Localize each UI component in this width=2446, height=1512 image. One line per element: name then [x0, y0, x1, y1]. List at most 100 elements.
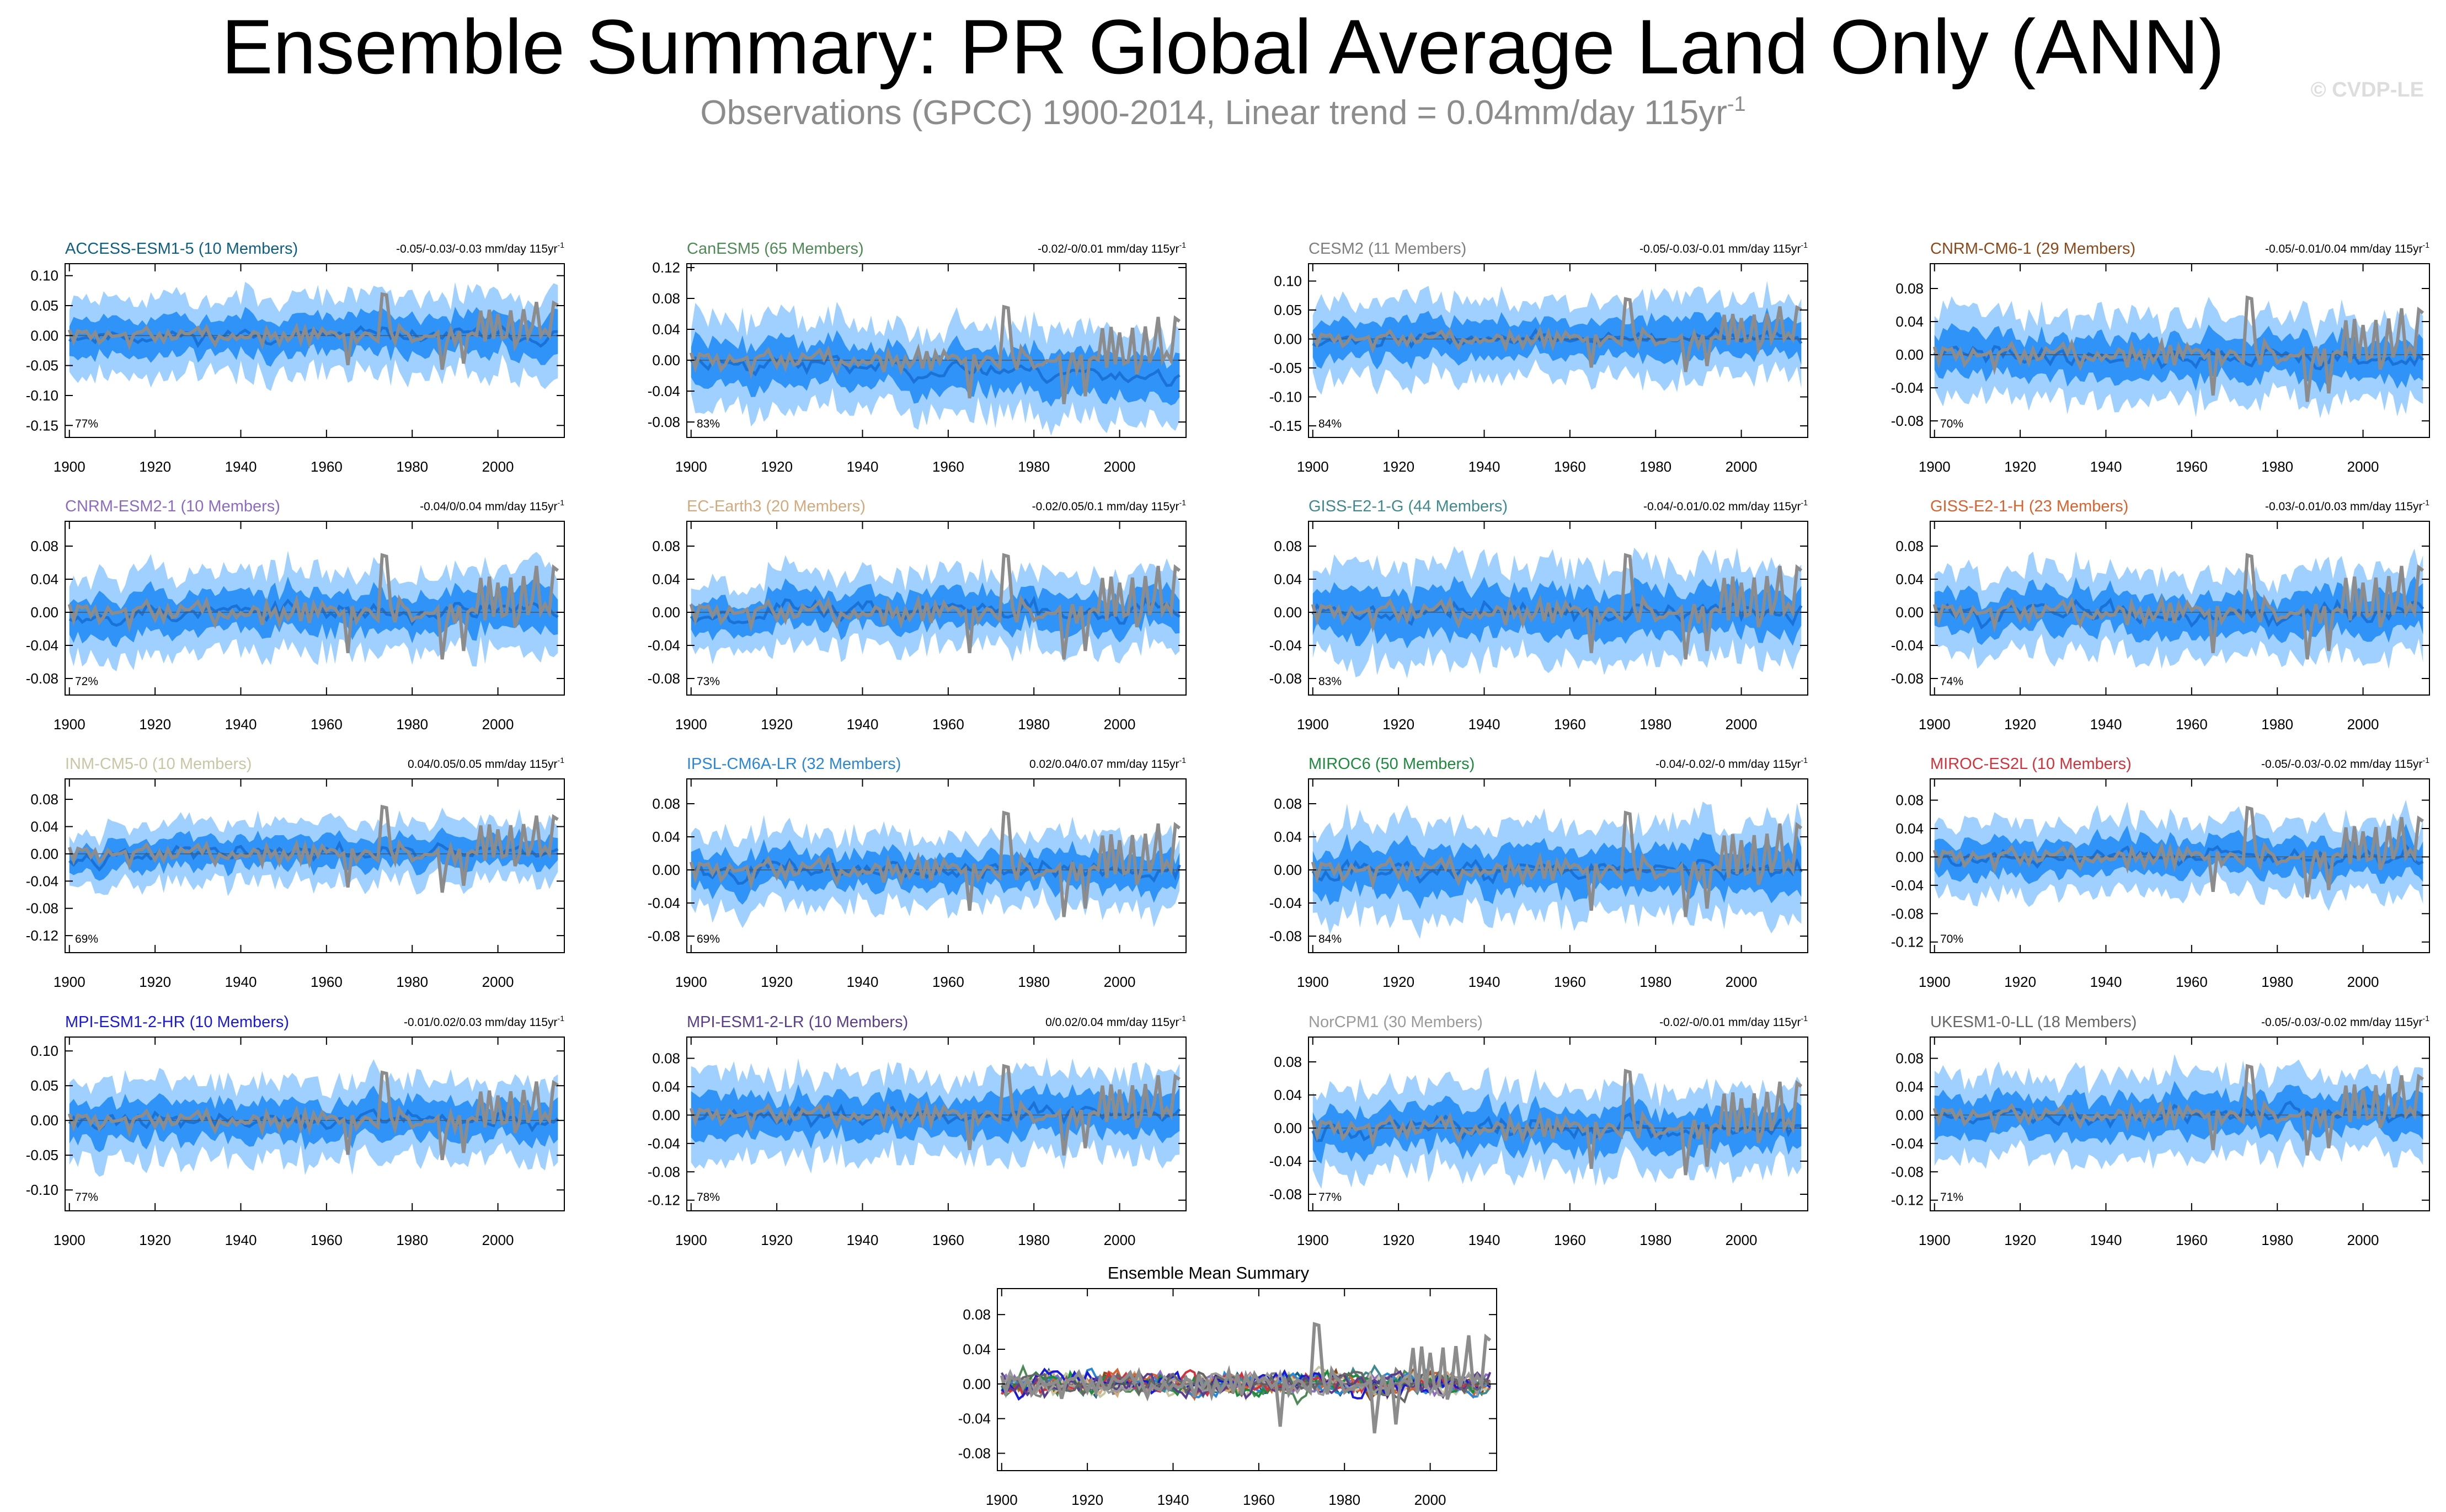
- panel-trend-exponent: -1: [1801, 241, 1808, 249]
- panel-frame: [1308, 778, 1808, 953]
- ytick-label: 0.04: [652, 1078, 680, 1095]
- xtick-label: 1900: [675, 716, 707, 733]
- ytick-label: -0.04: [1269, 1153, 1302, 1169]
- band-inner: [69, 307, 558, 367]
- observations-line: [67, 1070, 559, 1161]
- ytick-label: -0.08: [1269, 928, 1302, 944]
- band-inner: [1312, 832, 1802, 909]
- ytick-label: 0.00: [1895, 848, 1924, 865]
- ytick-label: -0.08: [958, 1445, 991, 1462]
- panel-percent: 77%: [75, 418, 98, 430]
- panel-title: EC-Earth3 (20 Members): [687, 498, 866, 515]
- panel-10: MIROC6 (50 Members) -0.04/-0.02/-0 mm/day…: [1269, 755, 1808, 990]
- xtick-label: 1920: [1071, 1492, 1103, 1508]
- ytick-label: 0.08: [1895, 792, 1924, 809]
- ytick-label: 0.00: [1895, 1107, 1924, 1123]
- xtick-label: 1920: [139, 1232, 171, 1248]
- xtick-label: 1920: [761, 716, 793, 733]
- ytick-label: 0.00: [963, 1376, 991, 1392]
- ytick-label: 0.00: [652, 352, 680, 368]
- xtick-label: 1940: [225, 458, 257, 475]
- xtick-label: 1920: [139, 716, 171, 733]
- panel-percent: 72%: [75, 675, 98, 688]
- observations-line: [67, 292, 559, 370]
- ytick-label: 0.08: [652, 538, 680, 554]
- xtick-label: 1980: [1018, 716, 1050, 733]
- ytick-label: -0.08: [1891, 905, 1924, 922]
- panel-trend-text: -0.02/-0/0.01 mm/day 115yr: [1659, 1016, 1801, 1029]
- xtick-label: 1980: [1639, 974, 1671, 990]
- ytick-label: 0.08: [30, 791, 58, 808]
- xtick-label: 1980: [1328, 1492, 1360, 1508]
- xtick-label: 1900: [1919, 458, 1951, 475]
- panel-trend-exponent: -1: [558, 1014, 565, 1023]
- panel-title: ACCESS-ESM1-5 (10 Members): [65, 240, 298, 258]
- panel-frame: [997, 1288, 1497, 1471]
- panel-frame: [1930, 1037, 2430, 1211]
- observations-line: [689, 810, 1181, 917]
- panel-trend: -0.05/-0.03/-0.02 mm/day 115yr-1: [2261, 1014, 2429, 1029]
- panel-trend-exponent: -1: [2423, 241, 2430, 249]
- panel-title: Ensemble Mean Summary: [1108, 1263, 1310, 1283]
- panel-5: EC-Earth3 (20 Members) -0.02/0.05/0.1 mm/…: [648, 498, 1187, 733]
- panel-trend: -0.05/-0.01/0.04 mm/day 115yr-1: [2265, 241, 2429, 255]
- panel-percent: 78%: [697, 1191, 720, 1204]
- panel-title: MPI-ESM1-2-HR (10 Members): [65, 1013, 289, 1031]
- ytick-label: -0.04: [958, 1411, 991, 1427]
- panel-title: MIROC6 (50 Members): [1309, 755, 1475, 773]
- ytick-label: 0.08: [30, 538, 58, 554]
- observations-line: [1000, 1322, 1492, 1434]
- ytick-label: 0.04: [652, 321, 680, 338]
- panel-15: UKESM1-0-LL (18 Members) -0.05/-0.03/-0.0…: [1891, 1013, 2430, 1248]
- ytick-label: -0.15: [26, 417, 58, 434]
- observations-line: [1311, 1068, 1803, 1176]
- xtick-label: 1940: [847, 974, 879, 990]
- ytick-label: -0.04: [1891, 380, 1924, 396]
- panel-11: MIROC-ES2L (10 Members) -0.05/-0.03/-0.02…: [1891, 755, 2430, 990]
- panel-frame: [65, 521, 565, 696]
- xtick-label: 1900: [1297, 974, 1329, 990]
- ytick-label: 0.08: [1274, 795, 1302, 812]
- panel-trend-text: -0.02/0.05/0.1 mm/day 115yr: [1032, 500, 1179, 513]
- ytick-label: -0.04: [648, 637, 680, 654]
- observations-line: [689, 1064, 1181, 1156]
- observations-line: [1311, 810, 1803, 917]
- ytick-label: 0.00: [652, 862, 680, 878]
- panel-title: GISS-E2-1-H (23 Members): [1930, 498, 2128, 515]
- panel-trend: -0.05/-0.03/-0.02 mm/day 115yr-1: [2261, 756, 2429, 771]
- panel-frame: [686, 263, 1187, 438]
- ytick-label: 0.04: [652, 829, 680, 845]
- observations-line: [1932, 553, 2424, 660]
- ytick-label: -0.12: [648, 1192, 680, 1209]
- xtick-label: 1980: [2261, 458, 2293, 475]
- xtick-label: 1920: [139, 974, 171, 990]
- observations-line: [1932, 1064, 2424, 1156]
- xtick-label: 1980: [1639, 458, 1671, 475]
- xtick-label: 1900: [675, 974, 707, 990]
- xtick-label: 2000: [1726, 1232, 1758, 1248]
- xtick-label: 1960: [311, 1232, 343, 1248]
- panel-14: NorCPM1 (30 Members) -0.02/-0/0.01 mm/day…: [1269, 1013, 1808, 1248]
- ytick-label: -0.04: [1891, 1135, 1924, 1152]
- band-inner: [691, 330, 1180, 407]
- observations-line: [1311, 297, 1802, 372]
- xtick-label: 1960: [1243, 1492, 1275, 1508]
- panel-trend-exponent: -1: [2423, 498, 2430, 507]
- xtick-label: 1960: [2176, 458, 2208, 475]
- ytick-label: -0.04: [648, 895, 680, 911]
- panel-percent: 83%: [697, 418, 720, 430]
- panel-trend: -0.03/-0.01/0.03 mm/day 115yr-1: [2265, 498, 2429, 513]
- panel-trend: -0.05/-0.03/-0.03 mm/day 115yr-1: [396, 241, 564, 255]
- ytick-label: 0.04: [30, 818, 58, 835]
- xtick-label: 1900: [54, 974, 86, 990]
- panel-trend-text: 0.04/0.05/0.05 mm/day 115yr: [408, 758, 558, 771]
- xtick-label: 2000: [482, 716, 514, 733]
- panel-title: NorCPM1 (30 Members): [1309, 1013, 1483, 1031]
- panel-trend: -0.01/0.02/0.03 mm/day 115yr-1: [404, 1014, 564, 1029]
- xtick-label: 1940: [847, 458, 879, 475]
- xtick-label: 1920: [1382, 974, 1414, 990]
- xtick-label: 1940: [1468, 1232, 1500, 1248]
- panel-0: ACCESS-ESM1-5 (10 Members) -0.05/-0.03/-0…: [26, 240, 565, 475]
- ytick-label: 0.04: [1274, 829, 1302, 845]
